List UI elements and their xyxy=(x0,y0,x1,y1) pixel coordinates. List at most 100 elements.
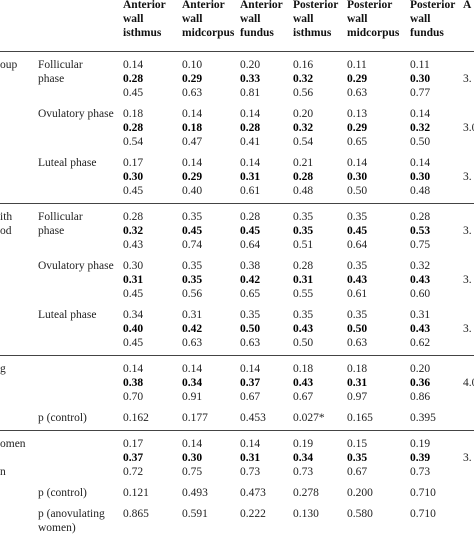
value-cell: 0.30 xyxy=(410,73,431,85)
value-cell: 0.473 xyxy=(240,487,266,499)
value-cell: 0.20 xyxy=(293,108,314,120)
value-cell: 0.35 xyxy=(182,274,203,286)
table-row: 0.72 0.75 0.73 0.73 0.67 0.73 xyxy=(0,465,474,479)
value-cell: 0.32 xyxy=(123,225,144,237)
table-row: 0.28 0.29 0.33 0.32 0.29 0.30 3. xyxy=(0,72,474,86)
value-cell: 0.222 xyxy=(240,508,266,520)
value-cell: 0.61 xyxy=(347,288,368,300)
table-row: 0.14 0.10 0.20 0.16 0.11 0.11 xyxy=(0,58,474,72)
value-cell: 0.56 xyxy=(293,87,314,99)
column-header-line: Posterior xyxy=(410,0,456,11)
extra-cell: 4.0 xyxy=(463,377,474,389)
value-cell: 0.35 xyxy=(347,309,368,321)
value-cell: 0.51 xyxy=(293,239,314,251)
group-label: omen n xyxy=(0,437,26,479)
value-cell: 0.31 xyxy=(293,274,314,286)
column-header-line: fundus xyxy=(410,27,444,39)
value-cell: 0.47 xyxy=(182,136,203,148)
value-cell: 0.73 xyxy=(240,466,261,478)
value-cell: 0.75 xyxy=(410,239,431,251)
value-cell: 0.30 xyxy=(410,171,431,183)
extra-cell: 3.0 xyxy=(463,122,474,134)
value-cell: 0.162 xyxy=(123,412,149,424)
value-cell: 0.32 xyxy=(410,260,431,272)
value-cell: 0.64 xyxy=(240,239,261,251)
value-cell: 0.60 xyxy=(410,288,431,300)
column-header-line: midcorpus xyxy=(182,27,235,39)
value-cell: 0.17 xyxy=(123,438,144,450)
value-cell: 0.45 xyxy=(123,185,144,197)
column-header-line: wall xyxy=(240,13,261,25)
column-header-line: Posterior xyxy=(293,0,339,11)
value-cell: 0.67 xyxy=(347,466,368,478)
value-cell: 0.591 xyxy=(182,508,208,520)
group-label-line: od xyxy=(0,225,12,237)
value-cell: 0.91 xyxy=(182,391,203,403)
column-header-line: midcorpus xyxy=(347,27,400,39)
phase-label-line: Luteal phase xyxy=(38,157,97,169)
value-cell: 0.14 xyxy=(240,363,261,375)
value-cell: 0.31 xyxy=(347,377,368,389)
value-cell: 0.73 xyxy=(410,466,431,478)
value-cell: 0.41 xyxy=(240,136,261,148)
table-row: 0.31 0.35 0.42 0.31 0.43 0.43 3. xyxy=(0,273,474,287)
group-label: g xyxy=(0,362,6,376)
value-cell: 0.28 xyxy=(123,122,144,134)
value-cell: 0.40 xyxy=(182,185,203,197)
value-cell: 0.11 xyxy=(347,59,367,71)
value-cell: 0.29 xyxy=(347,73,368,85)
value-cell: 0.86 xyxy=(410,391,431,403)
value-cell: 0.70 xyxy=(123,391,144,403)
value-cell: 0.56 xyxy=(182,288,203,300)
value-cell: 0.14 xyxy=(182,363,203,375)
value-cell: 0.130 xyxy=(293,508,319,520)
value-cell: 0.30 xyxy=(182,452,203,464)
group-rule xyxy=(0,355,474,356)
value-cell: 0.72 xyxy=(123,466,144,478)
value-cell: 0.395 xyxy=(410,412,436,424)
value-cell: 0.14 xyxy=(123,59,144,71)
value-cell: 0.48 xyxy=(410,185,431,197)
value-cell: 0.11 xyxy=(410,59,430,71)
table-row: 0.45 0.40 0.61 0.48 0.50 0.48 xyxy=(0,184,474,198)
extra-cell: 3. xyxy=(463,323,472,335)
value-cell: 0.177 xyxy=(182,412,208,424)
value-cell: 0.29 xyxy=(182,171,203,183)
column-header-line: wall xyxy=(347,13,368,25)
value-cell: 0.61 xyxy=(240,185,261,197)
value-cell: 0.74 xyxy=(182,239,203,251)
phase-label-line: Follicular xyxy=(38,59,83,71)
value-cell: 0.37 xyxy=(240,377,261,389)
value-cell: 0.39 xyxy=(410,452,431,464)
value-cell: 0.35 xyxy=(347,452,368,464)
table-row: 0.28 0.35 0.28 0.35 0.35 0.28 xyxy=(0,210,474,224)
value-cell: 0.54 xyxy=(293,136,314,148)
table-row: 0.70 0.91 0.67 0.67 0.97 0.86 xyxy=(0,390,474,404)
group-label: ith od xyxy=(0,210,12,238)
group-label-line: n xyxy=(0,466,6,478)
value-cell: 0.45 xyxy=(123,288,144,300)
value-cell: 0.278 xyxy=(293,487,319,499)
column-header-line: isthmus xyxy=(123,27,162,39)
value-cell: 0.20 xyxy=(410,363,431,375)
value-cell: 0.28 xyxy=(293,260,314,272)
value-cell: 0.43 xyxy=(410,274,431,286)
phase-label: Ovulatory phase xyxy=(38,259,114,273)
phase-label-line: p (control) xyxy=(38,412,87,424)
value-cell: 0.18 xyxy=(347,363,368,375)
value-cell: 0.73 xyxy=(293,466,314,478)
table-row: 0.45 0.63 0.63 0.50 0.63 0.62 xyxy=(0,336,474,350)
value-cell: 0.31 xyxy=(123,274,144,286)
column-header: Anterior wall midcorpus xyxy=(182,0,234,40)
value-cell: 0.14 xyxy=(347,157,368,169)
value-cell: 0.13 xyxy=(347,108,368,120)
value-cell: 0.31 xyxy=(410,309,431,321)
column-header: Anterior wall fundus xyxy=(240,0,283,40)
value-cell: 0.28 xyxy=(293,171,314,183)
value-cell: 0.18 xyxy=(123,108,144,120)
value-cell: 0.34 xyxy=(182,377,203,389)
value-cell: 0.32 xyxy=(293,73,314,85)
value-cell: 0.36 xyxy=(410,377,431,389)
value-cell: 0.43 xyxy=(410,323,431,335)
value-cell: 0.45 xyxy=(182,225,203,237)
